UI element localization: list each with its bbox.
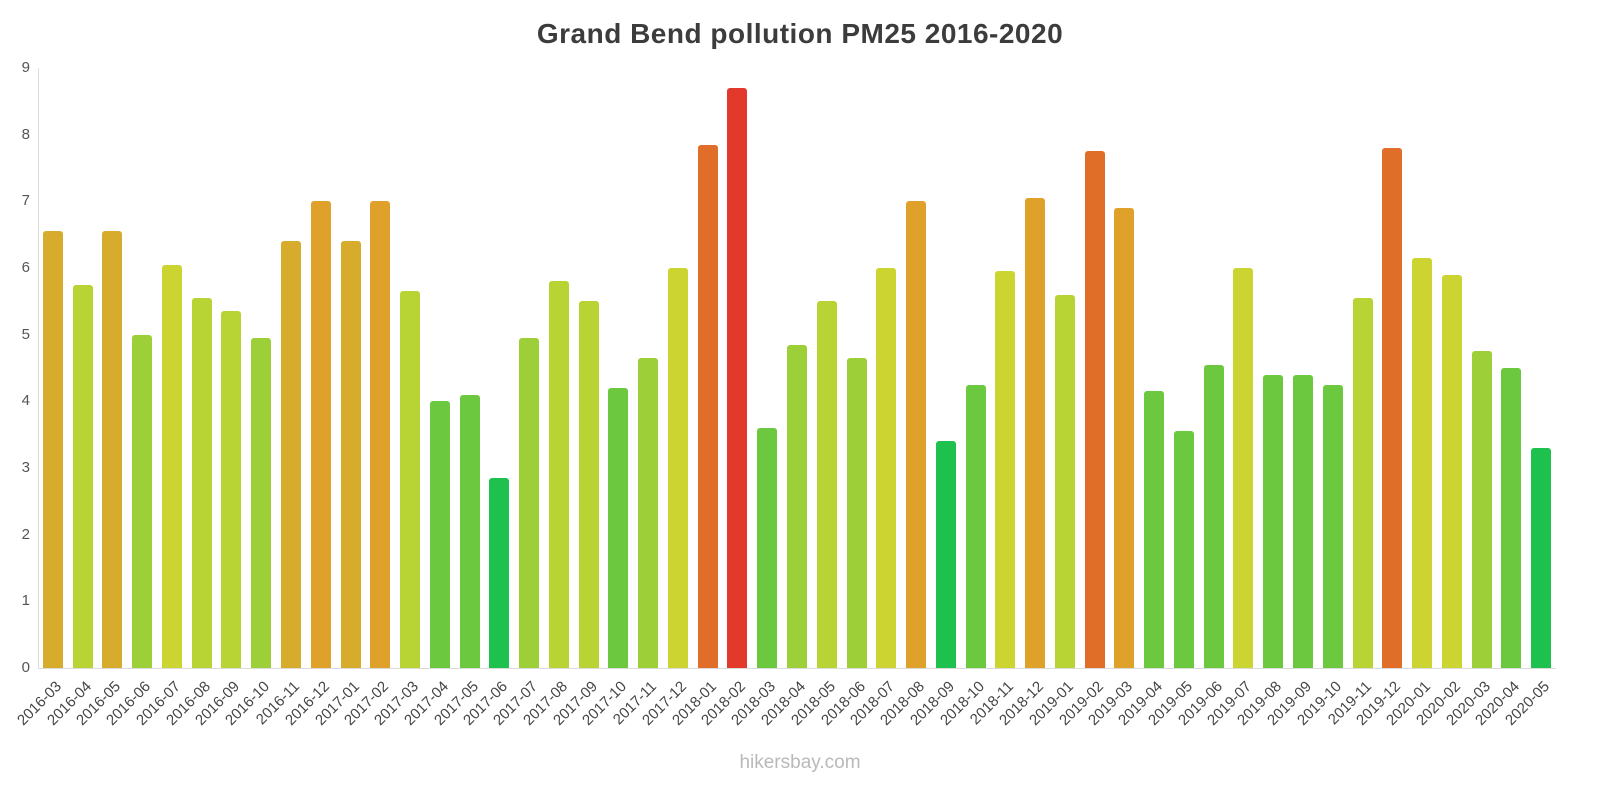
bar <box>1263 374 1284 668</box>
bar <box>638 358 659 668</box>
bar <box>1203 364 1224 668</box>
bar <box>1025 198 1046 668</box>
bar <box>1382 148 1403 668</box>
bar <box>400 291 421 668</box>
bar <box>1114 208 1135 668</box>
bar <box>42 231 63 668</box>
bar <box>697 144 718 668</box>
bar <box>548 281 569 668</box>
bar <box>608 388 629 668</box>
bar <box>1084 151 1105 668</box>
bar <box>1144 391 1165 668</box>
bar <box>1531 448 1552 668</box>
bar <box>340 241 361 668</box>
y-tick-label: 8 <box>21 125 30 143</box>
bar <box>429 401 450 668</box>
y-tick-label: 4 <box>21 392 30 410</box>
watermark: hikersbay.com <box>739 752 861 773</box>
bar <box>221 311 242 668</box>
y-tick-label: 0 <box>21 659 30 676</box>
bar <box>787 344 807 668</box>
bar <box>667 268 688 668</box>
bar <box>876 268 897 668</box>
bar <box>965 384 986 668</box>
bar <box>935 441 956 668</box>
y-tick-label: 3 <box>21 459 30 476</box>
chart-title: Grand Bend pollution PM25 2016-2020 <box>536 18 1064 49</box>
bar <box>251 338 272 668</box>
bar <box>1501 368 1522 668</box>
bar <box>727 88 748 668</box>
bar <box>1322 384 1343 668</box>
bar <box>1054 294 1075 668</box>
bar <box>191 298 212 668</box>
bar <box>161 264 182 668</box>
bar <box>519 338 540 668</box>
bar <box>102 231 123 668</box>
bar <box>281 241 301 668</box>
y-tick-label: 2 <box>21 525 30 543</box>
bar <box>757 428 778 668</box>
bar <box>459 394 480 668</box>
bar <box>995 271 1016 668</box>
bar <box>1233 268 1254 668</box>
bar <box>1471 351 1492 668</box>
y-axis-line <box>38 68 39 668</box>
y-tick-label: 1 <box>21 592 30 610</box>
bar <box>489 478 510 668</box>
y-tick-label: 6 <box>21 259 30 276</box>
y-tick-label: 5 <box>21 325 30 343</box>
bar <box>132 334 153 668</box>
y-tick-label: 9 <box>21 59 30 76</box>
bar <box>816 301 837 668</box>
y-tick-label: 7 <box>21 192 30 210</box>
x-axis-line <box>38 668 1556 669</box>
bar <box>846 358 867 668</box>
bar <box>1173 431 1194 668</box>
bar <box>1293 374 1313 668</box>
bar <box>578 301 599 668</box>
bar <box>370 201 391 668</box>
bar <box>310 201 331 668</box>
bar <box>72 284 93 668</box>
bar <box>1352 298 1373 668</box>
bar <box>1412 258 1433 668</box>
bar <box>906 201 927 668</box>
bar <box>1441 274 1462 668</box>
